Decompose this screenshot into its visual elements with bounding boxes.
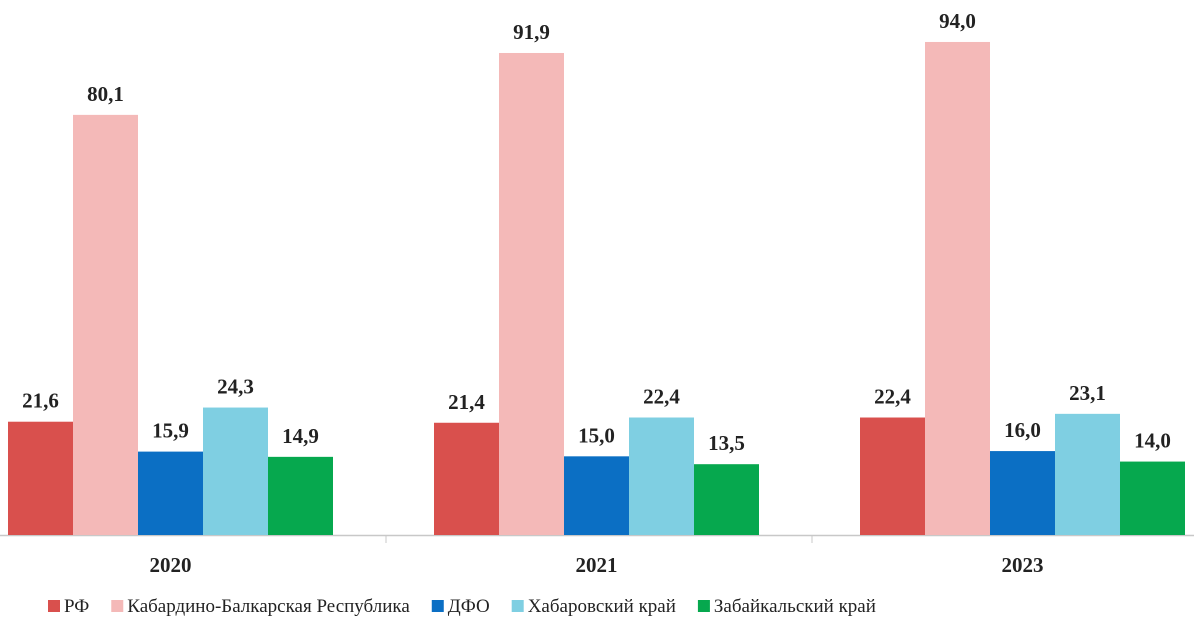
legend-swatch [697,600,710,612]
value-label: 15,0 [578,423,615,447]
bar [499,52,564,536]
x-tick-label: 2023 [1002,553,1044,577]
value-label: 14,0 [1134,429,1171,453]
x-tick-label: 2021 [576,553,618,577]
value-label: 21,4 [448,390,485,414]
bar [990,451,1055,535]
bar [268,456,333,535]
bar [138,451,203,535]
x-tick-label: 2020 [150,553,192,577]
value-label: 16,0 [1004,418,1041,442]
bar [434,422,499,535]
bar [860,417,925,535]
legend-label: Хабаровский край [528,596,676,617]
value-label: 22,4 [643,385,680,409]
legend-swatch [511,600,524,612]
bar [1120,461,1185,535]
value-label: 14,9 [282,424,319,448]
value-label: 23,1 [1069,381,1106,405]
legend-label: Кабардино-Балкарская Республика [127,596,410,617]
value-label: 15,9 [152,419,189,443]
legend-swatch [48,600,60,612]
legend-label: ДФО [448,596,490,617]
legend-swatch [431,600,444,612]
bar [925,41,990,535]
value-label: 94,0 [939,9,976,33]
legend-swatch [111,600,124,612]
value-label: 13,5 [708,431,745,455]
value-label: 21,6 [22,389,59,413]
value-label: 91,9 [513,20,550,44]
value-label: 24,3 [217,375,254,399]
legend-label: Забайкальский край [714,596,876,617]
bar [694,464,759,535]
legend-label: РФ [64,596,89,617]
bar [8,421,73,535]
value-label: 22,4 [874,385,911,409]
bar [564,456,629,535]
bar [203,407,268,535]
bar [1055,413,1120,535]
value-label: 80,1 [87,82,124,106]
bar [629,417,694,535]
bar [73,114,138,536]
